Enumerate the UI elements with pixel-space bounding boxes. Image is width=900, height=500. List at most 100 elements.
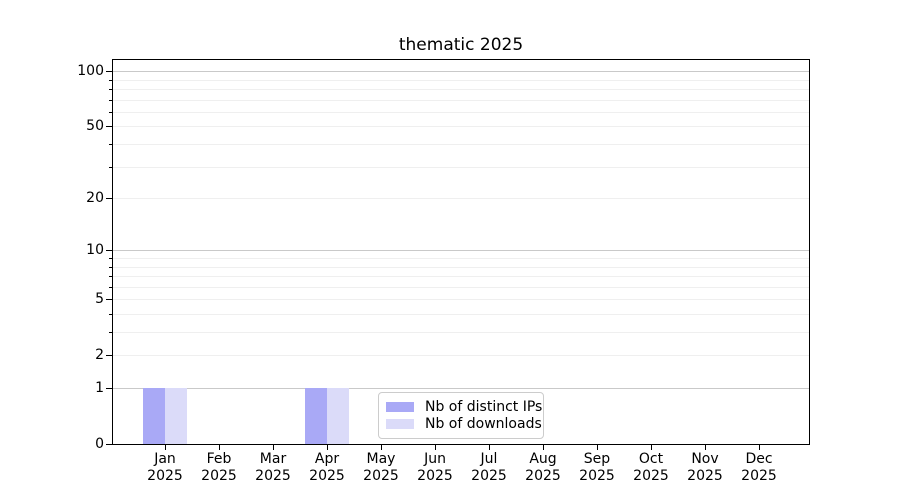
y-minor-tick-mark <box>109 100 112 101</box>
x-tick-year: 2025 <box>417 468 453 484</box>
y-axis-tick-label: 0 <box>95 436 104 452</box>
legend-label: Nb of downloads <box>425 416 542 432</box>
gridline-minor <box>113 332 809 333</box>
x-tick-month: Dec <box>745 451 773 467</box>
x-tick-mark <box>651 444 652 450</box>
x-axis-tick-label: Oct 2025 <box>621 451 681 485</box>
x-axis-tick-label: Jan 2025 <box>135 451 195 485</box>
x-axis-tick-label: Mar 2025 <box>243 451 303 485</box>
legend-row: Nb of distinct IPs <box>386 399 542 415</box>
x-tick-mark <box>435 444 436 450</box>
bar-downloads <box>327 388 349 444</box>
x-tick-mark <box>273 444 274 450</box>
gridline-minor <box>113 167 809 168</box>
y-minor-tick-mark <box>109 276 112 277</box>
x-tick-month: Sep <box>583 451 611 467</box>
x-axis-tick-label: Aug 2025 <box>513 451 573 485</box>
gridline-minor <box>113 287 809 288</box>
bar-distinct-ips <box>143 388 165 444</box>
x-tick-month: Aug <box>529 451 557 467</box>
x-axis-tick-label: Sep 2025 <box>567 451 627 485</box>
bar-distinct-ips <box>305 388 327 444</box>
x-tick-year: 2025 <box>579 468 615 484</box>
x-tick-year: 2025 <box>525 468 561 484</box>
y-axis-tick-label: 5 <box>95 291 104 307</box>
x-tick-month: Oct <box>638 451 664 467</box>
y-minor-tick-mark <box>109 126 112 127</box>
y-minor-tick-mark <box>109 167 112 168</box>
y-tick-mark <box>106 250 112 251</box>
x-tick-year: 2025 <box>687 468 723 484</box>
y-tick-mark <box>106 71 112 72</box>
y-tick-mark <box>106 444 112 445</box>
x-tick-month: May <box>366 451 396 467</box>
x-tick-month: Apr <box>314 451 340 467</box>
gridline-minor <box>113 80 809 81</box>
y-minor-tick-mark <box>109 332 112 333</box>
x-tick-month: Nov <box>691 451 719 467</box>
gridline-minor <box>113 100 809 101</box>
y-minor-tick-mark <box>109 80 112 81</box>
gridline-minor <box>113 267 809 268</box>
gridline-minor <box>113 258 809 259</box>
x-tick-year: 2025 <box>201 468 237 484</box>
y-minor-tick-mark <box>109 287 112 288</box>
x-tick-mark <box>489 444 490 450</box>
gridline-minor <box>113 355 809 356</box>
y-minor-tick-mark <box>109 198 112 199</box>
legend: Nb of distinct IPs Nb of downloads <box>378 392 544 439</box>
x-tick-mark <box>543 444 544 450</box>
x-tick-year: 2025 <box>471 468 507 484</box>
gridline-major <box>113 250 809 251</box>
y-axis-tick-label: 1 <box>95 380 104 396</box>
x-tick-year: 2025 <box>255 468 291 484</box>
x-axis-tick-label: Jul 2025 <box>459 451 519 485</box>
y-tick-mark <box>106 388 112 389</box>
gridline-minor <box>113 144 809 145</box>
x-tick-year: 2025 <box>309 468 345 484</box>
gridline-minor <box>113 299 809 300</box>
gridline-minor <box>113 126 809 127</box>
y-axis-tick-label: 100 <box>77 63 104 79</box>
y-minor-tick-mark <box>109 355 112 356</box>
x-tick-month: Jul <box>480 451 498 467</box>
x-tick-mark <box>381 444 382 450</box>
x-axis-tick-label: Nov 2025 <box>675 451 735 485</box>
x-axis-tick-label: Dec 2025 <box>729 451 789 485</box>
legend-row: Nb of downloads <box>386 416 542 432</box>
y-minor-tick-mark <box>109 89 112 90</box>
x-axis-tick-label: Feb 2025 <box>189 451 249 485</box>
x-tick-year: 2025 <box>741 468 777 484</box>
gridline-minor <box>113 198 809 199</box>
y-minor-tick-mark <box>109 267 112 268</box>
x-tick-month: Feb <box>206 451 232 467</box>
gridline-major <box>113 71 809 72</box>
x-tick-month: Jan <box>154 451 176 467</box>
gridline-major <box>113 388 809 389</box>
x-tick-month: Mar <box>259 451 287 467</box>
x-tick-year: 2025 <box>147 468 183 484</box>
x-tick-mark <box>759 444 760 450</box>
y-minor-tick-mark <box>109 314 112 315</box>
y-minor-tick-mark <box>109 144 112 145</box>
x-tick-mark <box>165 444 166 450</box>
x-tick-year: 2025 <box>363 468 399 484</box>
x-tick-year: 2025 <box>633 468 669 484</box>
x-tick-mark <box>705 444 706 450</box>
y-axis-tick-label: 2 <box>95 347 104 363</box>
gridline-minor <box>113 314 809 315</box>
x-axis-tick-label: Jun 2025 <box>405 451 465 485</box>
gridline-minor <box>113 276 809 277</box>
y-minor-tick-mark <box>109 299 112 300</box>
y-axis-tick-label: 50 <box>86 118 104 134</box>
plot-area <box>112 59 810 445</box>
legend-label: Nb of distinct IPs <box>425 399 543 415</box>
y-axis-tick-label: 10 <box>86 242 104 258</box>
y-minor-tick-mark <box>109 258 112 259</box>
x-axis-tick-label: Apr 2025 <box>297 451 357 485</box>
bar-downloads <box>165 388 187 444</box>
y-axis-tick-label: 20 <box>86 190 104 206</box>
y-minor-tick-mark <box>109 112 112 113</box>
legend-swatch-distinct-ips <box>386 402 414 412</box>
